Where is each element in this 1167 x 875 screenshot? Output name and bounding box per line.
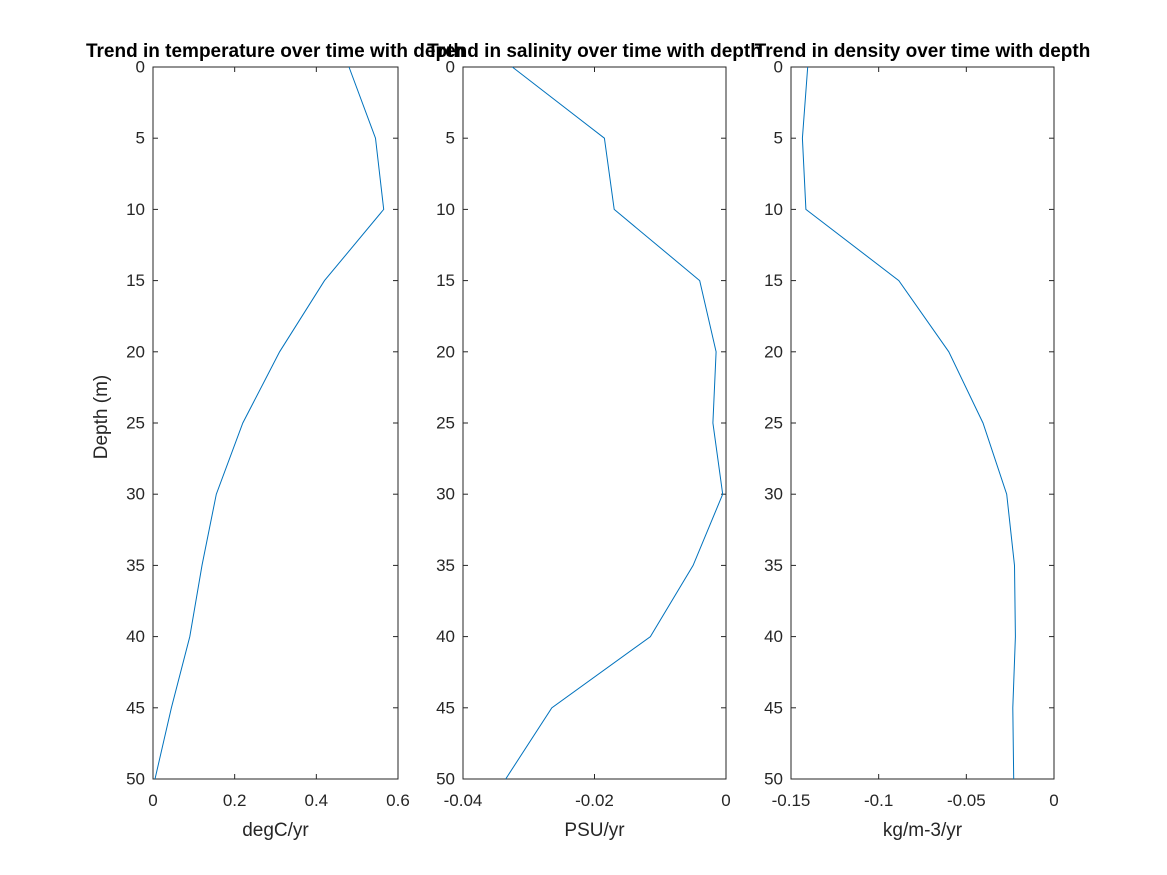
y-tick-label: 5: [136, 129, 145, 148]
axes-box: [152, 66, 399, 780]
y-tick-label: 0: [446, 58, 455, 77]
y-tick-label: 10: [126, 200, 145, 219]
y-tick-label: 0: [774, 58, 783, 77]
x-tick-label: -0.04: [444, 791, 483, 810]
x-axis-label: degC/yr: [242, 820, 309, 841]
series-line: [154, 66, 385, 780]
x-tick-label: 0: [148, 791, 157, 810]
y-tick-label: 25: [126, 414, 145, 433]
x-axis-label: kg/m-3/yr: [883, 820, 963, 841]
y-tick-label: 50: [436, 770, 455, 789]
y-tick-label: 50: [126, 770, 145, 789]
y-tick-label: 25: [436, 414, 455, 433]
y-tick-label: 30: [436, 485, 455, 504]
y-tick-label: 35: [764, 556, 783, 575]
y-tick-label: 25: [764, 414, 783, 433]
chart-panel-3: 0 5 10 15 20 25 30 35 40 45 50 -0.15 -0.1 -0.05 0 kg/m-…: [755, 41, 1091, 841]
y-tick-label: 10: [436, 200, 455, 219]
x-tick-label: 0.4: [305, 791, 329, 810]
y-tick-label: 35: [436, 556, 455, 575]
y-tick-label: 45: [126, 698, 145, 717]
y-tick-label: 10: [764, 200, 783, 219]
series-line: [505, 66, 724, 780]
y-tick-label: 40: [126, 627, 145, 646]
x-tick-label: 0: [721, 791, 730, 810]
y-tick-label: 50: [764, 770, 783, 789]
y-tick-label: 45: [436, 698, 455, 717]
y-axis-label: Depth (m): [91, 375, 112, 459]
x-tick-label: 0: [1049, 791, 1058, 810]
x-tick-label: -0.15: [772, 791, 811, 810]
y-tick-label: 30: [126, 485, 145, 504]
x-tick-label: -0.05: [947, 791, 986, 810]
chart-panel-2: 0 5 10 15 20 25 30 35 40 45 50 -0.04 -0.02 0 PSU/yr Tre…: [427, 41, 762, 841]
y-tick-label: 15: [764, 271, 783, 290]
y-tick-label: 5: [774, 129, 783, 148]
chart-title: Trend in density over time with depth: [755, 41, 1091, 62]
y-tick-label: 5: [446, 129, 455, 148]
y-tick-label: 45: [764, 698, 783, 717]
chart-title: Trend in salinity over time with depth: [427, 41, 762, 62]
y-tick-label: 15: [126, 271, 145, 290]
series-line: [801, 66, 1016, 780]
x-tick-label: -0.1: [864, 791, 893, 810]
axes-box: [462, 66, 727, 780]
y-tick-label: 20: [126, 342, 145, 361]
x-tick-label: 0.6: [386, 791, 410, 810]
y-tick-label: 30: [764, 485, 783, 504]
x-tick-label: 0.2: [223, 791, 247, 810]
x-axis-label: PSU/yr: [564, 820, 625, 841]
y-tick-label: 40: [764, 627, 783, 646]
y-tick-label: 20: [764, 342, 783, 361]
y-tick-label: 15: [436, 271, 455, 290]
y-tick-label: 40: [436, 627, 455, 646]
x-tick-label: -0.02: [575, 791, 614, 810]
y-tick-label: 0: [136, 58, 145, 77]
axes-box: [790, 66, 1055, 780]
chart-title: Trend in temperature over time with dept…: [86, 41, 465, 62]
y-tick-label: 35: [126, 556, 145, 575]
y-tick-label: 20: [436, 342, 455, 361]
